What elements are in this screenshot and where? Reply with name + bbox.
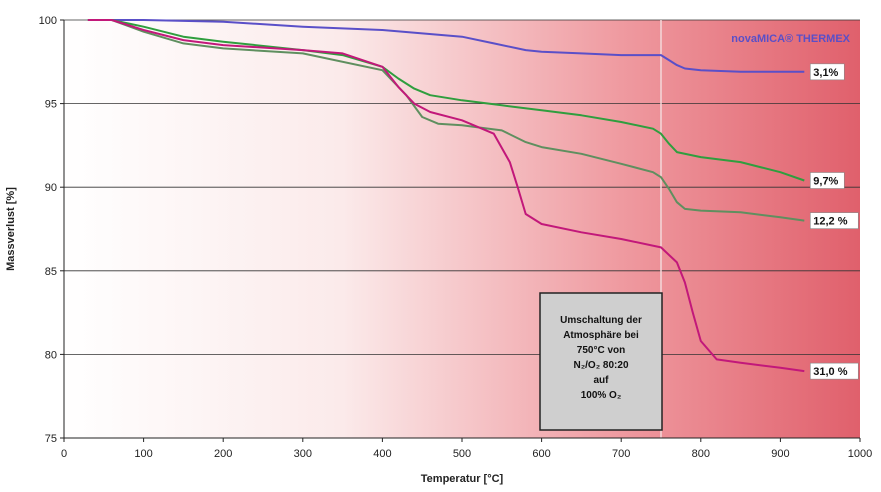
x-tick-label: 200 (214, 448, 232, 460)
y-tick-label: 100 (39, 15, 57, 27)
legend-label: novaMICA® THERMEX (731, 33, 850, 45)
y-tick-label: 85 (45, 266, 57, 278)
note-line: Atmosphäre bei (563, 330, 639, 341)
series-end-label: 12,2 % (813, 216, 847, 228)
x-axis-title: Temperatur [°C] (421, 473, 504, 485)
y-tick-label: 75 (45, 433, 57, 445)
note-line: auf (594, 375, 610, 386)
axes (60, 19, 861, 442)
series-line-4 (87, 19, 805, 373)
series-end-label: 9,7% (813, 176, 838, 188)
end-label-box (809, 362, 859, 380)
end-label-box (809, 212, 859, 229)
series-end-labels: 3,1% 9,7% 12,2 % 31,0 % (809, 63, 859, 380)
note-line: 750°C von (577, 345, 625, 356)
note-line: 100% O₂ (581, 390, 622, 401)
x-tick-label: 1000 (848, 448, 872, 460)
x-tick-label: 100 (134, 448, 152, 460)
y-tick-label: 80 (45, 349, 57, 361)
y-tick-labels: 75 80 85 90 95 100 (39, 15, 57, 445)
plot-area (64, 20, 860, 438)
x-tick-label: 400 (373, 448, 391, 460)
y-tick-label: 95 (45, 99, 57, 111)
series-end-label: 3,1% (813, 67, 838, 79)
x-tick-label: 800 (692, 448, 710, 460)
x-tick-label: 700 (612, 448, 630, 460)
gridlines (64, 19, 860, 355)
x-tick-labels: 0 100 200 300 400 500 600 700 800 900 1000 (61, 448, 872, 460)
x-tick-label: 900 (771, 448, 789, 460)
note-line: N₂/O₂ 80:20 (573, 360, 628, 371)
note-lines: Umschaltung der Atmosphäre bei 750°C von N₂… (560, 315, 642, 401)
x-tick-label: 600 (532, 448, 550, 460)
series-line-2 (87, 19, 805, 182)
y-tick-label: 90 (45, 182, 57, 194)
x-tick-label: 500 (453, 448, 471, 460)
atmosphere-switch-note: Umschaltung der Atmosphäre bei 750°C von N₂… (539, 292, 663, 431)
series-line-1 (87, 19, 805, 73)
x-tick-label: 300 (294, 448, 312, 460)
series-end-label: 31,0 % (813, 366, 847, 378)
y-axis-title: Massverlust [%] (5, 187, 17, 271)
note-line: Umschaltung der (560, 315, 642, 326)
note-box (539, 292, 663, 431)
end-label-box (809, 63, 845, 81)
end-label-box (809, 172, 845, 189)
x-tick-label: 0 (61, 448, 67, 460)
series-line-3 (87, 19, 805, 222)
series-lines (87, 19, 805, 373)
